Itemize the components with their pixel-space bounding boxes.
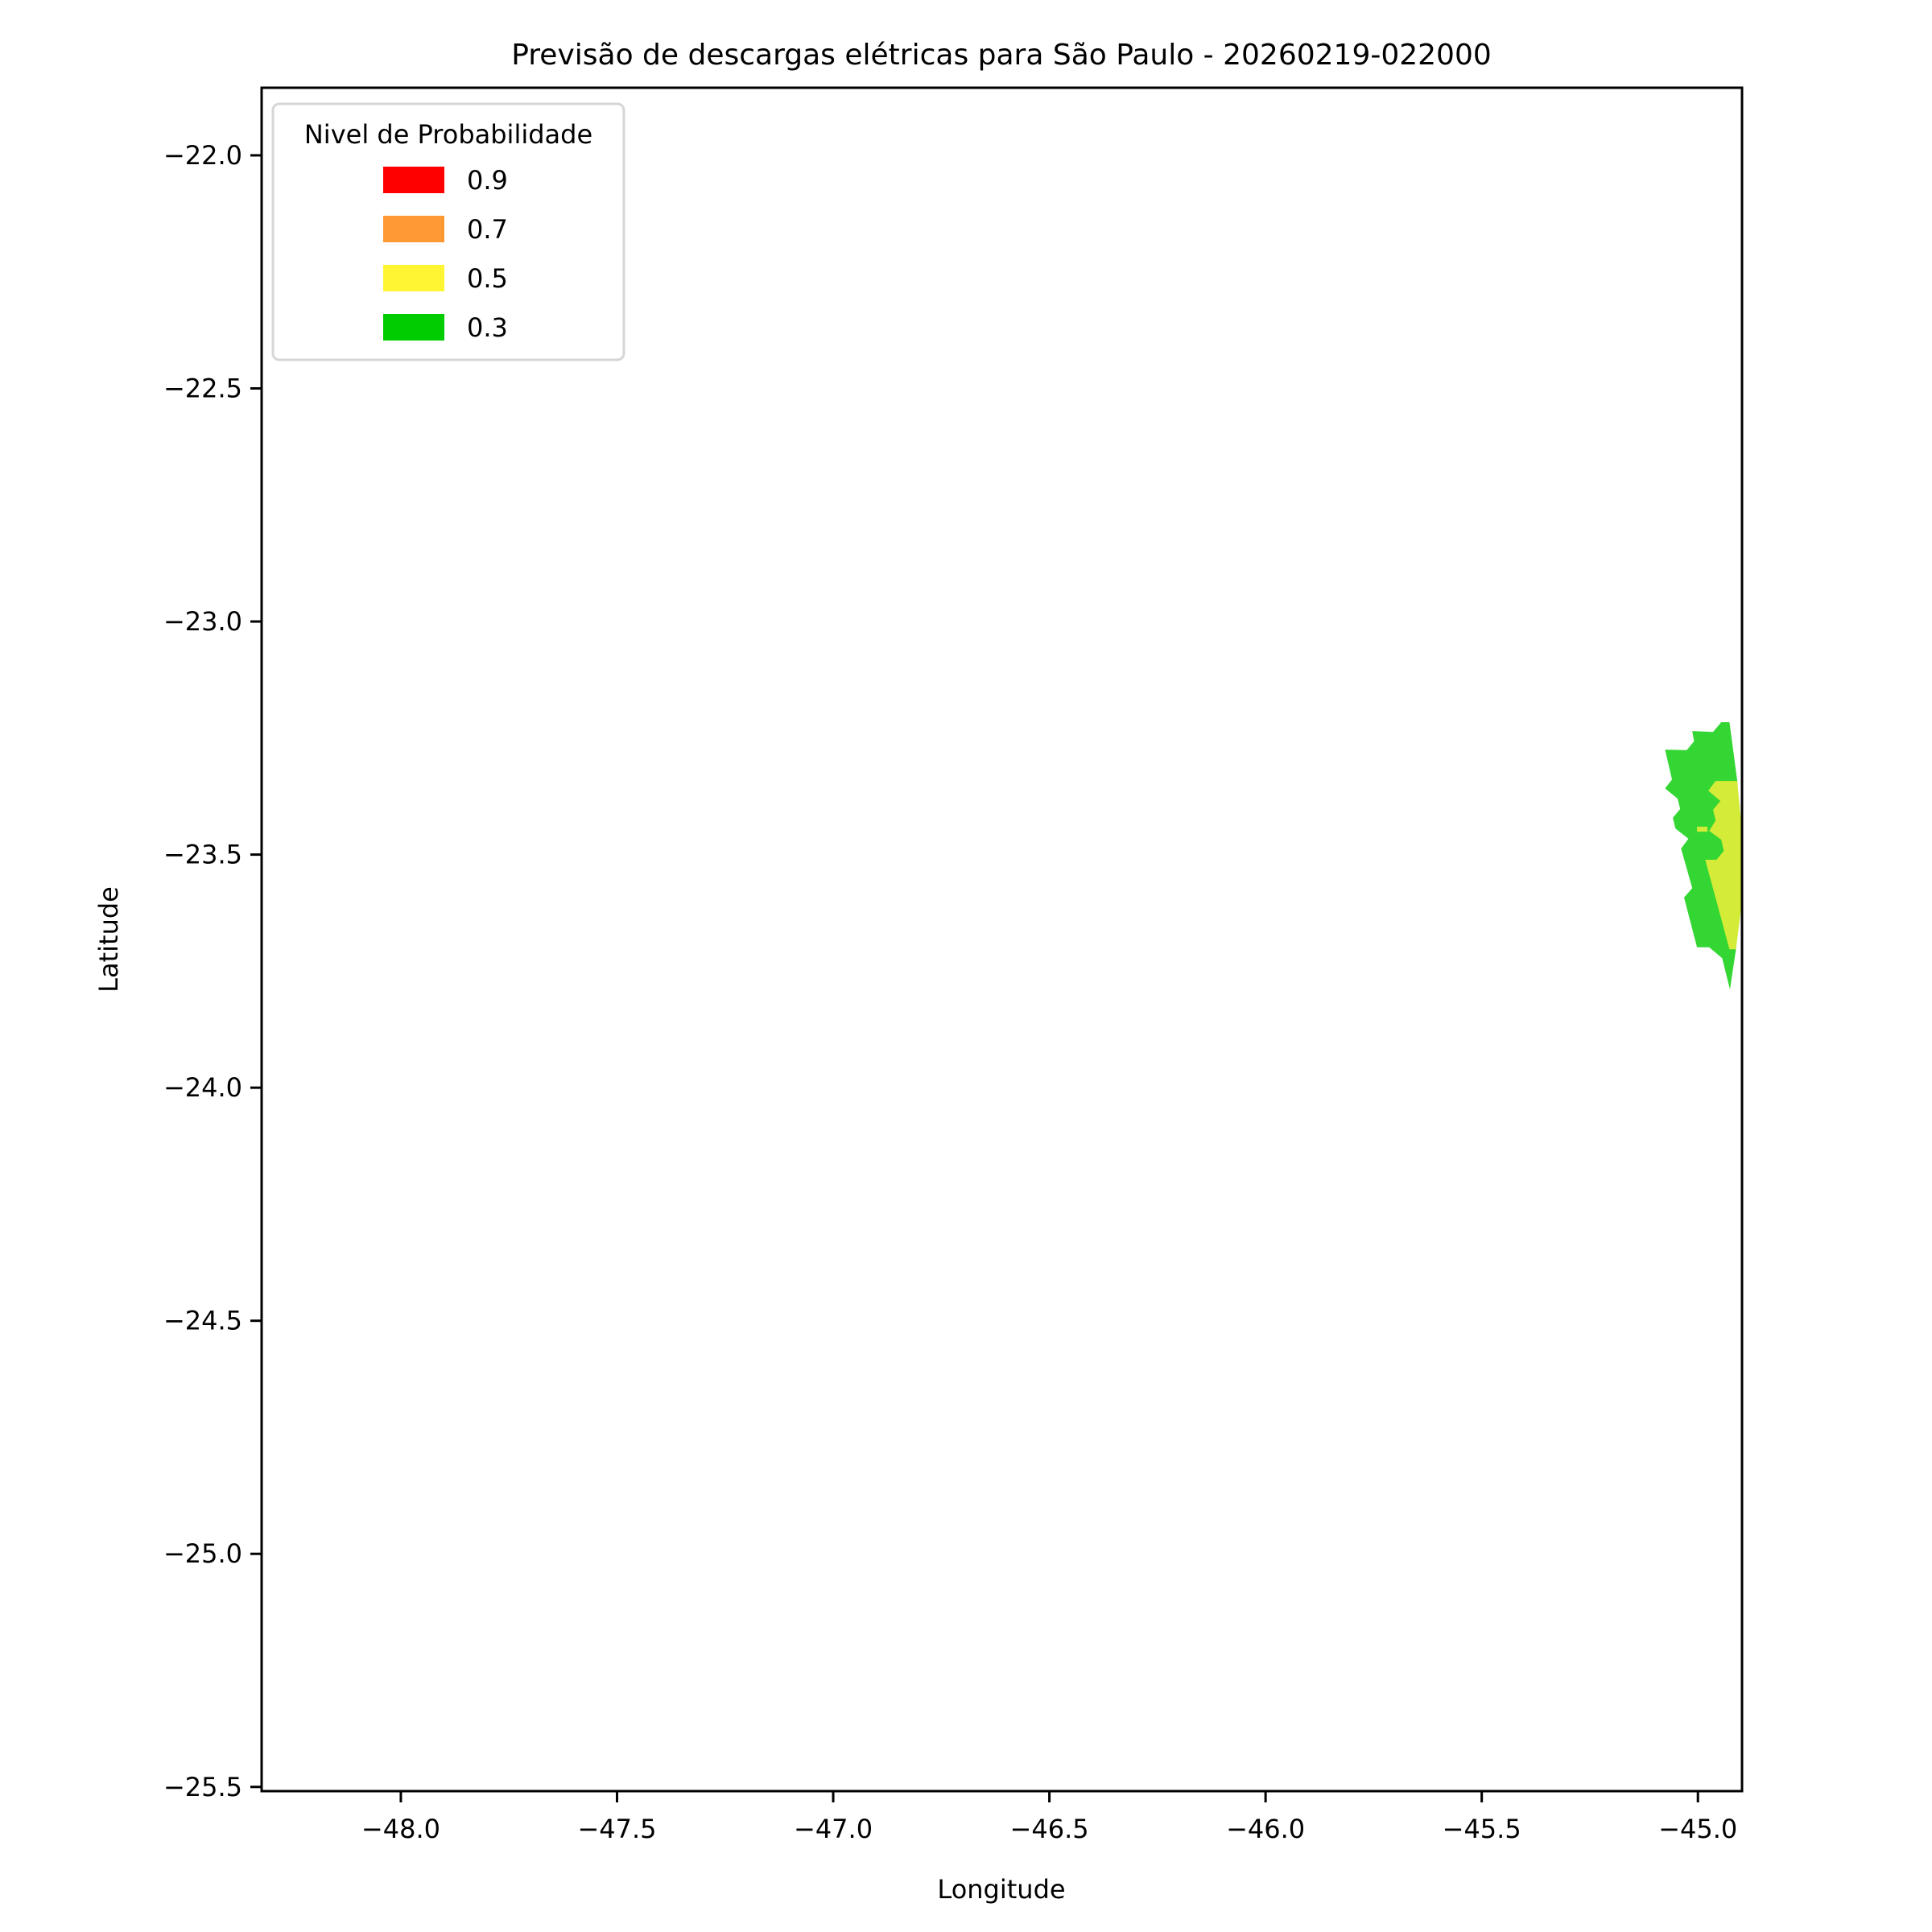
legend-label: 0.7: [467, 214, 508, 245]
y-tick-label: −23.5: [163, 840, 242, 870]
legend-label: 0.5: [467, 263, 508, 294]
legend: Nivel de Probabilidade 0.9 0.7 0.5 0.3: [271, 102, 625, 361]
y-tick-label: −22.5: [163, 374, 242, 404]
legend-label: 0.3: [467, 312, 508, 343]
legend-swatch: [383, 167, 444, 193]
x-tick-label: −46.5: [1010, 1814, 1089, 1844]
y-tick-label: −24.0: [163, 1072, 242, 1103]
legend-box: [271, 102, 625, 361]
x-axis-label: Longitude: [937, 1874, 1065, 1905]
x-tick-label: −45.0: [1658, 1814, 1737, 1844]
y-tick-label: −22.0: [163, 140, 242, 171]
y-tick-label: −24.5: [163, 1306, 242, 1336]
legend-swatch: [383, 265, 444, 291]
axes-frame: [260, 86, 1744, 1793]
region-level-0-5: [1705, 781, 1742, 950]
y-tick-label: −25.5: [163, 1772, 242, 1802]
chart-title: Previsão de descargas elétricas para São…: [511, 39, 1492, 72]
legend-swatch: [383, 314, 444, 341]
y-tick-label: −23.0: [163, 606, 242, 637]
x-tick-label: −45.5: [1443, 1814, 1521, 1844]
legend-swatch: [383, 216, 444, 242]
y-tick-label: −25.0: [163, 1538, 242, 1569]
region-level-0-5: [1697, 826, 1707, 832]
x-tick-label: −47.5: [577, 1814, 656, 1844]
legend-label: 0.9: [467, 165, 508, 196]
x-tick-label: −46.0: [1226, 1814, 1305, 1844]
x-tick-label: −48.0: [361, 1814, 440, 1844]
legend-title: Nivel de Probabilidade: [304, 119, 592, 150]
y-axis: −22.0 −22.5 −23.0 −23.5 −24.0 −24.5 −25.0 −25.5: [163, 140, 262, 1802]
probability-regions: [1665, 722, 1742, 989]
x-tick-label: −47.0: [794, 1814, 873, 1844]
y-axis-label: Latitude: [93, 886, 124, 993]
x-axis: −48.0 −47.5 −47.0 −46.5 −46.0 −45.5 −45.0: [361, 1791, 1737, 1844]
